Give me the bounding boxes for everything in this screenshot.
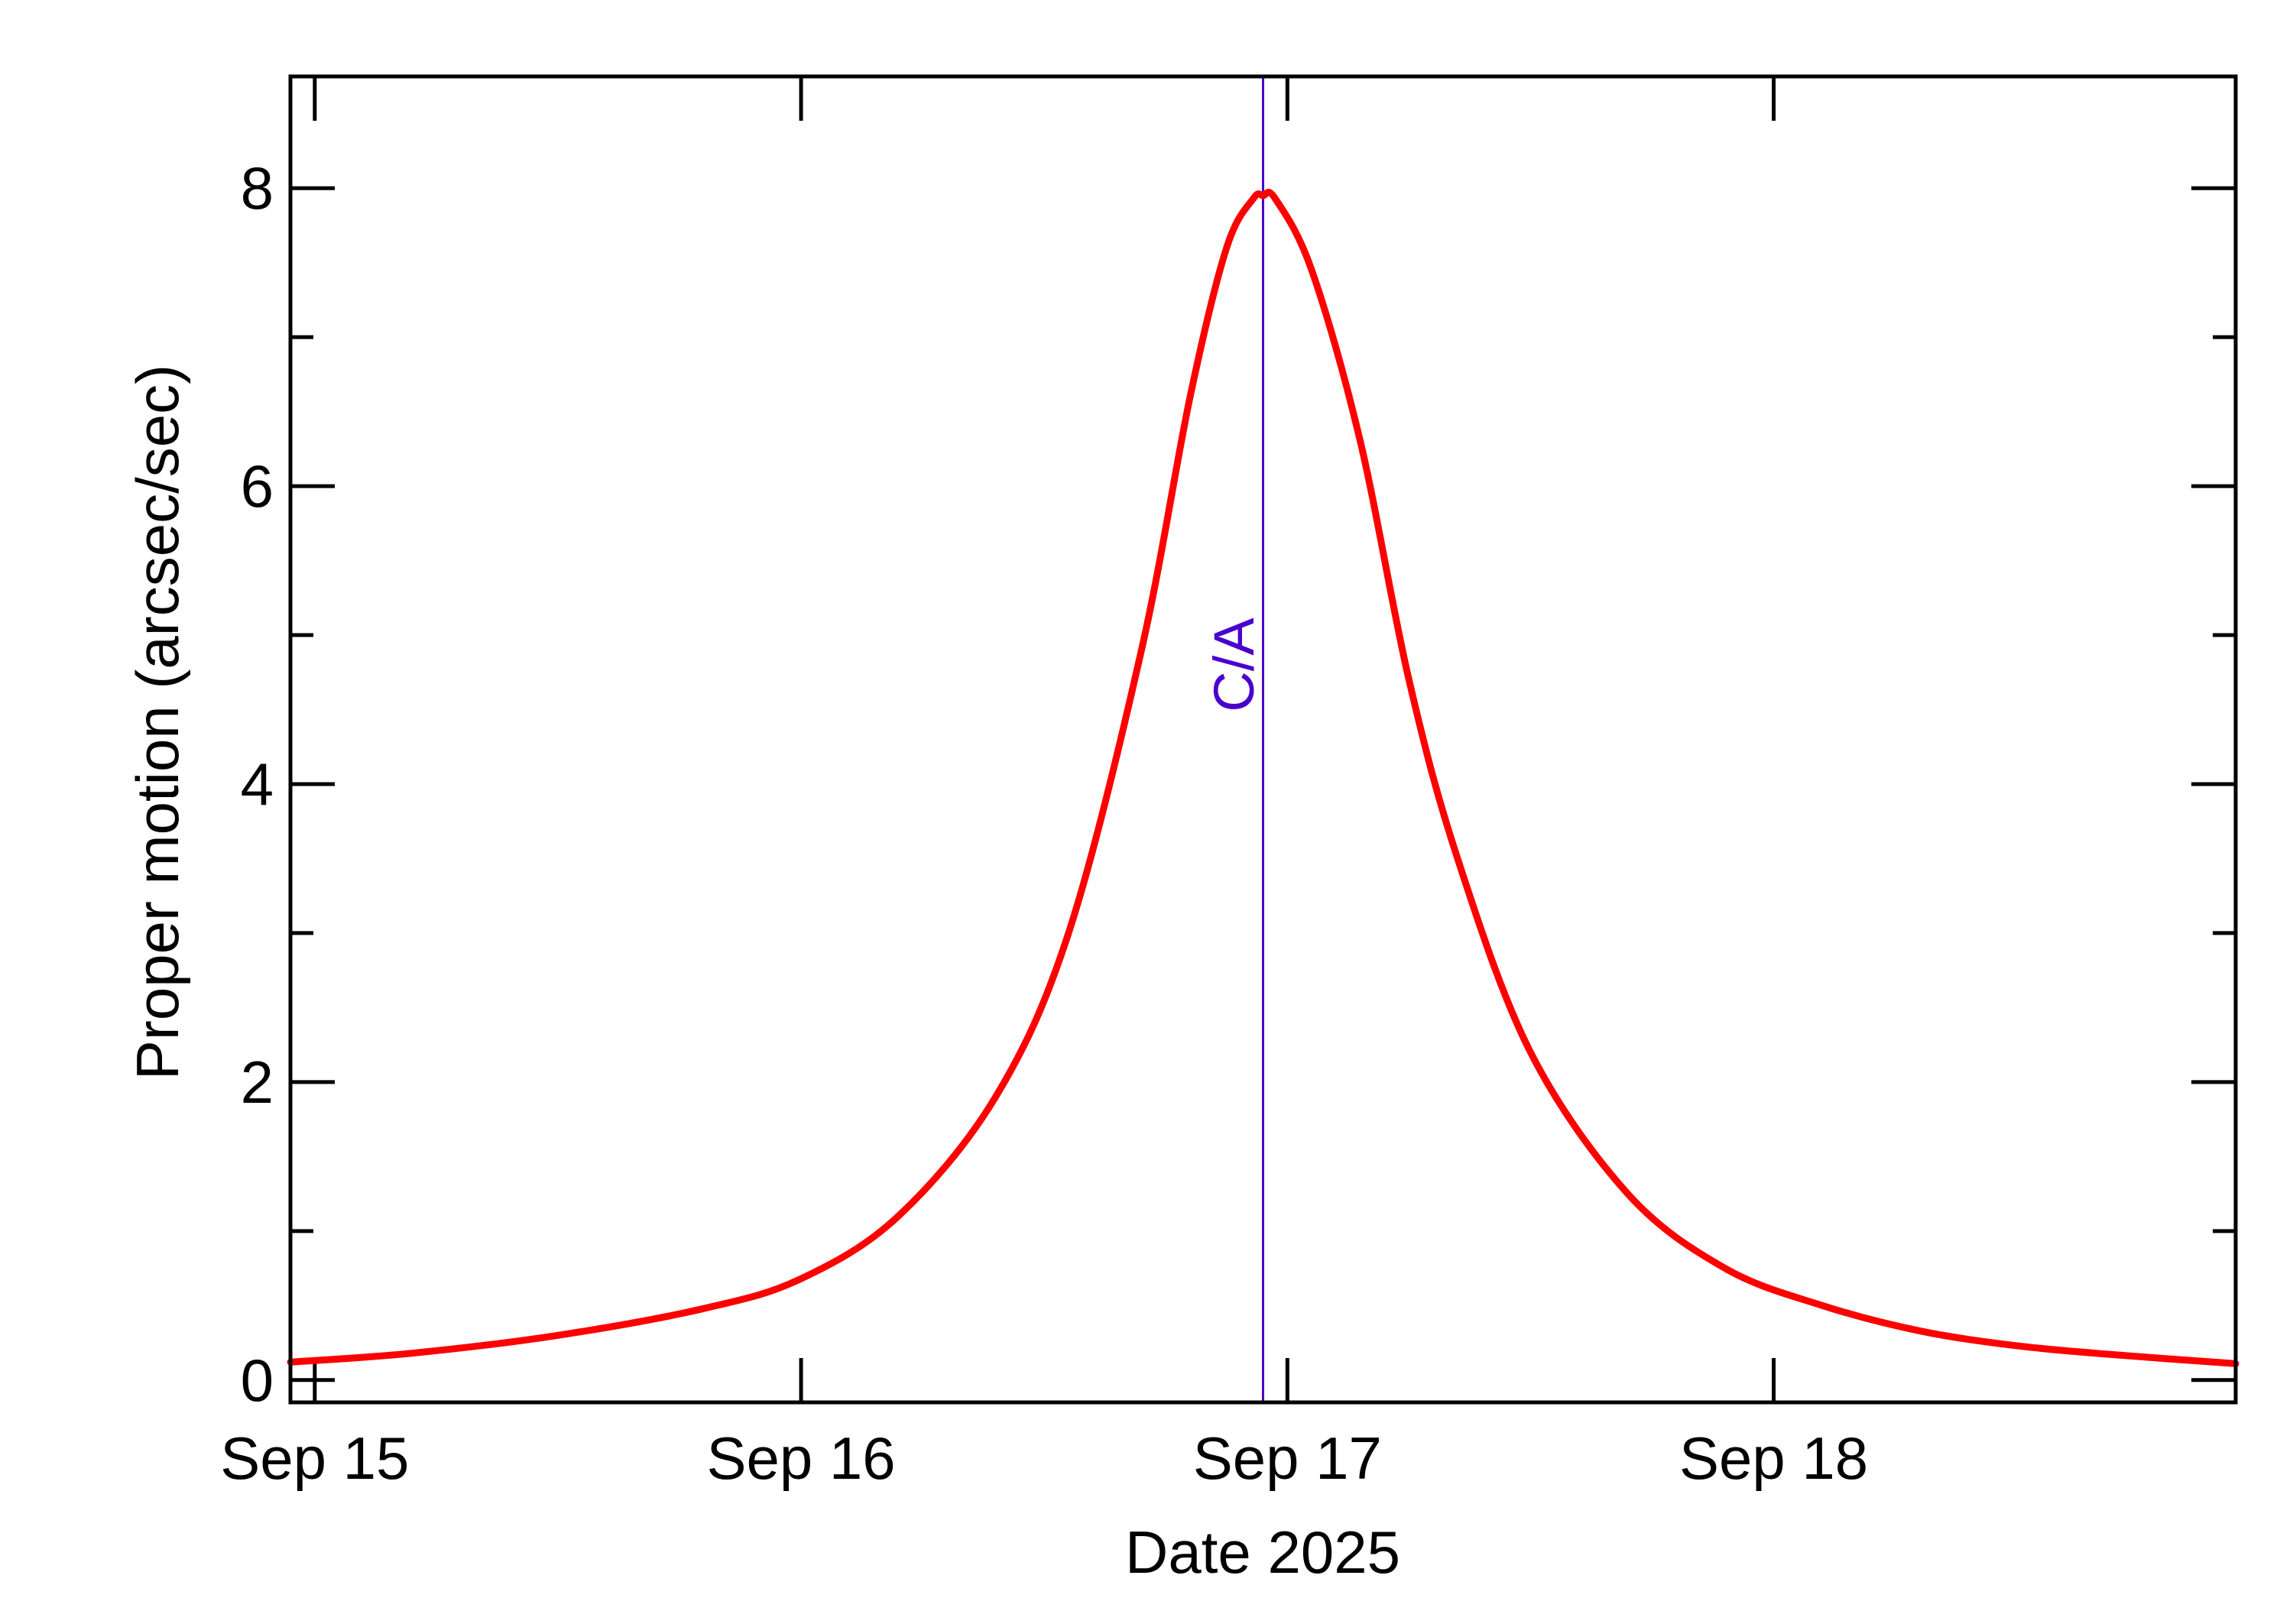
data-series <box>287 189 2239 1367</box>
series-line <box>287 189 2239 1367</box>
y-tick-label: 4 <box>241 750 274 818</box>
x-tick-labels: Sep 15 Sep 16 Sep 17 Sep 18 <box>220 1425 1868 1492</box>
y-tick-labels: 0 2 4 6 8 <box>241 154 274 1414</box>
ca-label: C/A <box>1202 618 1266 712</box>
y-tick-label: 0 <box>241 1347 274 1414</box>
y-tick-label: 6 <box>241 452 274 520</box>
y-tick-label: 2 <box>241 1049 274 1116</box>
x-tick-label: Sep 17 <box>1193 1425 1382 1492</box>
x-tick-label: Sep 16 <box>706 1425 895 1492</box>
y-tick-label: 8 <box>241 154 274 222</box>
plot-frame <box>288 74 2238 1405</box>
x-tick-label: Sep 18 <box>1679 1425 1868 1492</box>
ca-marker: C/A <box>1202 76 1266 1402</box>
minor-ticks <box>290 335 2236 1233</box>
x-tick-label: Sep 15 <box>220 1425 409 1492</box>
major-ticks <box>290 76 2236 1402</box>
y-axis-label: Proper motion (arcsec/sec) <box>124 365 191 1080</box>
x-axis-label: Date 2025 <box>1125 1519 1400 1586</box>
